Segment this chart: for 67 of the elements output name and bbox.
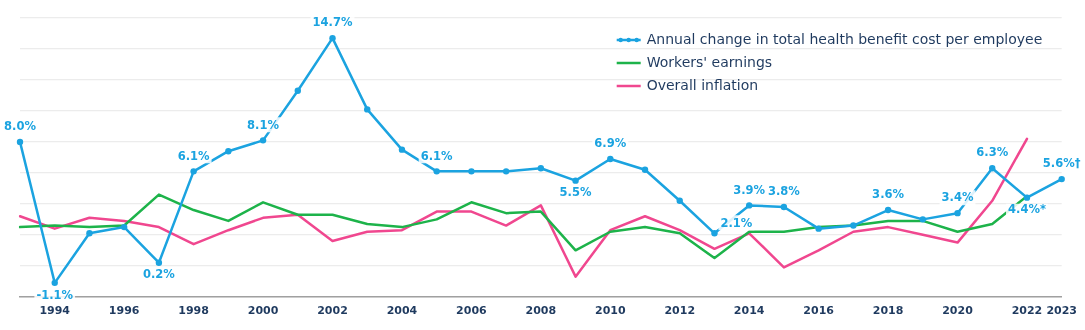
x-tick-label: 2004 [386,304,418,318]
point [259,137,267,144]
point [676,197,683,204]
point [607,155,614,163]
data-label: 6.1% [420,148,454,163]
point [537,165,545,172]
x-tick-label: 2020 [942,304,974,318]
point [225,148,232,155]
point [815,225,822,232]
point [16,138,24,146]
x-tick-label: 2006 [456,304,488,318]
x-tick-label: 1998 [178,304,209,318]
x-tick-label: 2014 [733,304,765,318]
point [468,168,475,175]
point [120,223,128,231]
x-tick-label: 2012 [664,304,696,318]
point [86,230,93,237]
x-tick-label: 2000 [247,304,279,318]
legend-label: Workers' earnings [646,53,773,70]
data-label: 6.9% [594,136,627,151]
point [919,216,926,223]
point [780,203,788,211]
point [329,34,336,42]
point [1023,194,1031,201]
point [190,168,197,175]
data-label: 3.6% [872,187,905,202]
data-label: 14.7% [312,15,353,30]
data-label: 6.3% [976,145,1009,160]
data-label: 3.8% [767,184,801,199]
point [502,168,510,175]
data-label: 6.1% [177,148,211,163]
x-tick-label: 2016 [803,304,835,318]
x-tick-label: 2008 [525,304,557,318]
point [155,259,163,266]
point [989,165,996,172]
x-tick-label: 2018 [872,304,904,318]
data-label: 2.1% [720,215,753,230]
point [398,146,406,153]
point [51,279,58,287]
data-label: 5.6%† [1042,156,1081,171]
point [294,87,301,94]
legend-label: Overall inflation [646,76,759,93]
x-tick-label: 1994 [39,304,71,318]
point [572,177,579,184]
data-label: 3.4% [941,190,974,205]
point [433,168,440,175]
data-label: 0.2% [142,267,176,282]
data-label: 8.1% [247,117,280,132]
data-label: 8.0% [4,119,37,134]
legend-label: Annual change in total health benefit cost per employee [646,30,1043,47]
data-label: 3.9% [733,182,766,197]
point [641,166,649,173]
x-tick-label: 1996 [108,304,140,318]
x-tick-label: 2010 [594,304,626,318]
point [850,222,857,229]
point [1058,175,1065,183]
x-tick-label: 2022 [1011,304,1043,318]
data-label: 4.4%* [1008,202,1046,217]
point [954,209,961,217]
data-label: -1.1% [36,287,74,302]
point [364,106,371,113]
data-label: 5.5% [559,185,592,200]
point [711,230,718,237]
point [745,202,753,209]
x-tick-label: 2023 [1046,304,1077,318]
point [884,206,892,214]
x-tick-label: 2002 [317,304,348,318]
